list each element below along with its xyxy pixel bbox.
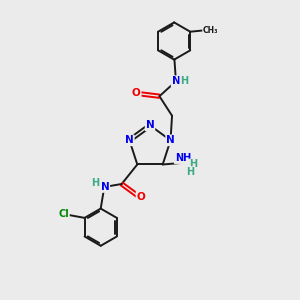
Text: N: N: [166, 135, 175, 145]
Text: H: H: [91, 178, 99, 188]
Text: CH₃: CH₃: [203, 26, 218, 35]
Text: N: N: [125, 135, 134, 145]
Text: Cl: Cl: [58, 209, 69, 219]
Text: N: N: [172, 76, 180, 86]
Text: N: N: [146, 120, 154, 130]
Text: NH: NH: [175, 153, 191, 163]
Text: N: N: [100, 182, 109, 192]
Text: H: H: [180, 76, 188, 85]
Text: H: H: [186, 167, 194, 177]
Text: O: O: [136, 192, 145, 202]
Text: H: H: [189, 160, 197, 170]
Text: O: O: [132, 88, 141, 98]
